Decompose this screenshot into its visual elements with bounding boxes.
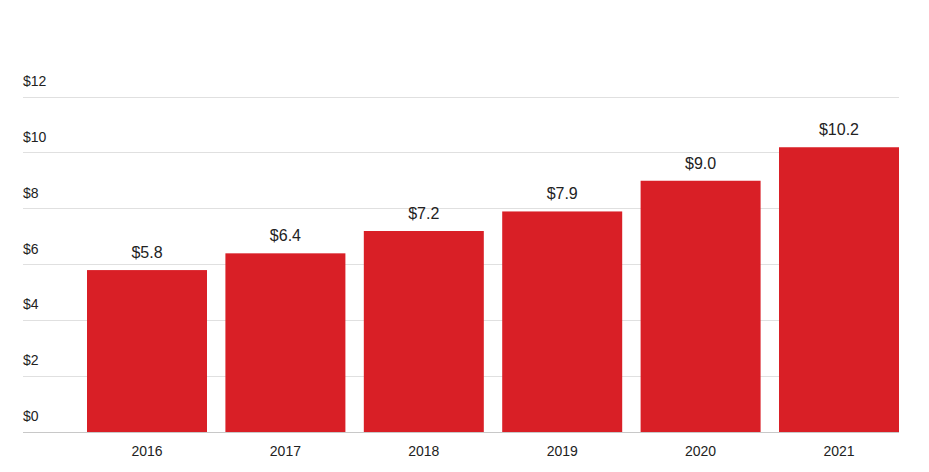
x-axis: 2016 2017 2018 2019 2020 2021 <box>131 443 854 459</box>
bar <box>225 253 345 432</box>
y-tick-label: $6 <box>23 241 39 257</box>
chart: $0 $2 $4 $6 $8 $10 $12 $5.8 $6.4 $7.2 $7.9 $9.0 $10.… <box>0 0 929 472</box>
y-tick-label: $2 <box>23 352 39 368</box>
y-tick-label: $12 <box>23 73 47 89</box>
bar <box>502 211 622 432</box>
bar <box>641 181 761 432</box>
x-tick-label: 2021 <box>823 443 854 459</box>
bar <box>87 270 207 432</box>
data-label: $5.8 <box>131 244 162 261</box>
grid-line <box>23 97 899 98</box>
y-tick-label: $8 <box>23 185 39 201</box>
y-tick-label: $4 <box>23 296 39 312</box>
data-label: $7.9 <box>547 185 578 202</box>
y-axis: $0 $2 $4 $6 $8 $10 $12 <box>23 73 899 432</box>
x-tick-label: 2017 <box>270 443 301 459</box>
chart-container: $0 $2 $4 $6 $8 $10 $12 $5.8 $6.4 $7.2 $7.9 $9.0 $10.… <box>0 0 929 472</box>
grid-line <box>23 152 899 153</box>
data-label: $10.2 <box>819 121 859 138</box>
data-label: $6.4 <box>270 227 301 244</box>
x-tick-label: 2020 <box>685 443 716 459</box>
data-label: $9.0 <box>685 155 716 172</box>
bar <box>779 147 899 432</box>
x-tick-label: 2018 <box>408 443 439 459</box>
bars <box>87 147 899 432</box>
grid-line <box>23 208 899 209</box>
x-tick-label: 2016 <box>131 443 162 459</box>
data-labels: $5.8 $6.4 $7.2 $7.9 $9.0 $10.2 <box>131 121 859 261</box>
bar <box>364 231 484 432</box>
data-label: $7.2 <box>408 205 439 222</box>
y-tick-label: $10 <box>23 129 47 145</box>
y-tick-label: $0 <box>23 408 39 424</box>
x-tick-label: 2019 <box>547 443 578 459</box>
